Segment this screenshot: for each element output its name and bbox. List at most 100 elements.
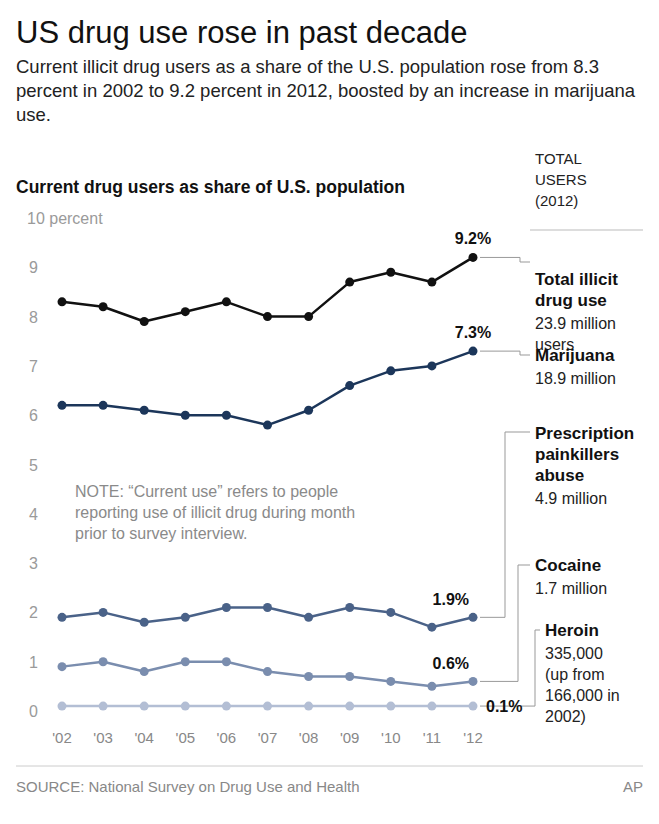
chart-title: Current drug users as share of U.S. popu… <box>16 177 405 197</box>
series-point <box>469 677 478 686</box>
note-line: prior to survey interview. <box>75 525 248 542</box>
value-label: 0.1% <box>486 698 522 715</box>
series-users: 4.9 million <box>535 490 607 507</box>
y-tick-label: 6 <box>29 407 38 424</box>
series-point <box>304 406 313 415</box>
series-point <box>345 702 354 711</box>
series-users: 18.9 million <box>535 370 616 387</box>
x-tick-label: '09 <box>340 729 360 746</box>
series-point <box>304 672 313 681</box>
series-name: Marijuana <box>535 346 615 365</box>
series-users-line: 335,000 <box>545 645 603 662</box>
series-point <box>99 401 108 410</box>
series-point <box>427 278 436 287</box>
series-point <box>181 657 190 666</box>
connector <box>480 432 530 617</box>
series-point <box>58 401 67 410</box>
y-tick-label: 5 <box>29 457 38 474</box>
series-point <box>58 613 67 622</box>
chart-title-line: Current drug users as share of U.S. popu… <box>16 177 405 197</box>
series-point <box>222 603 231 612</box>
series-point <box>263 702 272 711</box>
chart: US drug use rose in past decade Current i… <box>0 0 659 824</box>
series-name: Total illicit drug use <box>535 270 618 310</box>
series-point <box>427 623 436 632</box>
series-name: Heroin <box>545 621 599 640</box>
x-tick-label: '06 <box>217 729 237 746</box>
y-tick-label: 0 <box>29 703 38 720</box>
value-label: 0.6% <box>433 655 469 672</box>
series-users: 335,000(up from166,000 in2002) <box>545 645 620 725</box>
source: SOURCE: National Survey on Drug Use and … <box>16 778 360 795</box>
subtitle: Current illicit drug users as a share of… <box>16 56 636 125</box>
legend-title: TOTALUSERS(2012) <box>535 150 587 209</box>
title-line: US drug use rose in past decade <box>16 15 468 50</box>
y-tick-label: 2 <box>29 604 38 621</box>
y-tick-label: 7 <box>29 358 38 375</box>
series-point <box>140 702 149 711</box>
series-point <box>58 297 67 306</box>
series-point <box>140 618 149 627</box>
series-point <box>263 312 272 321</box>
x-tick-label: '02 <box>52 729 72 746</box>
series-point <box>181 307 190 316</box>
series-point <box>263 667 272 676</box>
series-point <box>345 278 354 287</box>
x-tick-label: '11 <box>423 729 441 746</box>
series-name-line: Prescription <box>535 424 634 443</box>
series-point <box>181 411 190 420</box>
x-tick-label: '03 <box>93 729 113 746</box>
series-point <box>386 608 395 617</box>
series-point <box>58 702 67 711</box>
series-point <box>345 672 354 681</box>
subtitle-line: percent in 2002 to 9.2 percent in 2012, … <box>16 80 636 101</box>
note-line: reporting use of illicit drug during mon… <box>75 504 355 521</box>
x-tick-label: '10 <box>381 729 401 746</box>
series-point <box>386 366 395 375</box>
series-point <box>140 317 149 326</box>
series-point <box>469 347 478 356</box>
series-name-line: abuse <box>535 466 584 485</box>
series-point <box>181 613 190 622</box>
series-point <box>263 421 272 430</box>
note: NOTE: “Current use” refers to people repo… <box>75 483 355 542</box>
series-users-line: 2002) <box>545 708 586 725</box>
series-point <box>99 302 108 311</box>
series-line <box>62 662 473 687</box>
connector <box>480 630 540 706</box>
title: US drug use rose in past decade <box>16 15 468 50</box>
series-users-line: 23.9 million <box>535 315 616 332</box>
series-point <box>427 702 436 711</box>
x-tick-label: '04 <box>134 729 154 746</box>
series-point <box>222 297 231 306</box>
series-point <box>304 613 313 622</box>
y-tick-label: 8 <box>29 309 38 326</box>
series-name-line: drug use <box>535 291 607 310</box>
subtitle-line: Current illicit drug users as a share of… <box>16 56 599 77</box>
series-point <box>469 253 478 262</box>
x-tick-label: '12 <box>463 729 483 746</box>
value-label: 7.3% <box>455 324 491 341</box>
series-point <box>469 702 478 711</box>
footer-rule <box>16 766 643 767</box>
series-point <box>99 702 108 711</box>
series-point <box>386 702 395 711</box>
series-point <box>99 608 108 617</box>
series-point <box>386 677 395 686</box>
series-point <box>427 682 436 691</box>
series-name-line: Total illicit <box>535 270 618 289</box>
legend-title-rule <box>530 230 643 231</box>
series-name-line: Heroin <box>545 621 599 640</box>
subtitle-line: use. <box>16 104 51 125</box>
credit: AP <box>623 778 643 795</box>
connector <box>480 351 530 355</box>
series-point <box>140 667 149 676</box>
connector <box>480 257 530 262</box>
series-point <box>222 411 231 420</box>
x-tick-label: '07 <box>258 729 278 746</box>
series-users-line: 166,000 in <box>545 687 620 704</box>
series-line <box>62 351 473 425</box>
x-tick-label: '08 <box>299 729 319 746</box>
y-tick-label: 3 <box>29 555 38 572</box>
note-line: NOTE: “Current use” refers to people <box>75 483 338 500</box>
